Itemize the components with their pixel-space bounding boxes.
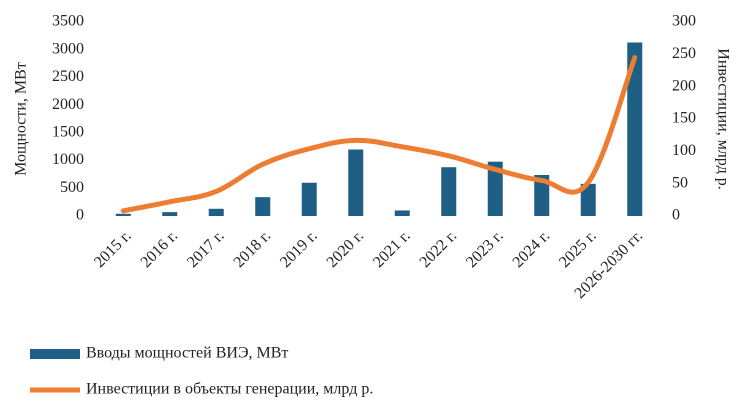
bar — [348, 149, 364, 216]
bar — [534, 174, 550, 216]
bar — [487, 161, 503, 216]
y2-tick-label: 250 — [672, 45, 696, 62]
bar — [627, 42, 643, 216]
y-tick-label: 2000 — [52, 96, 84, 113]
x-tick-label: 2022 г. — [416, 227, 460, 271]
y-tick-label: 1000 — [52, 151, 84, 168]
y2-tick-label: 300 — [672, 13, 696, 30]
bar — [441, 167, 457, 216]
bar — [394, 210, 410, 216]
y-tick-label: 500 — [60, 179, 84, 196]
y2-tick-label: 0 — [672, 207, 680, 224]
bar — [162, 212, 178, 216]
legend-label: Инвестиции в объекты генерации, млрд р. — [86, 381, 373, 398]
y-tick-label: 3000 — [52, 40, 84, 57]
y2-tick-label: 100 — [672, 142, 696, 159]
x-tick-label: 2021 г. — [370, 227, 414, 271]
y-axis-title: Мощности, МВт — [13, 62, 30, 176]
x-tick-label: 2024 г. — [509, 227, 553, 271]
bar — [255, 197, 271, 216]
y-tick-label: 2500 — [52, 68, 84, 85]
x-tick-label: 2023 г. — [463, 227, 507, 271]
x-tick-label: 2015 г. — [91, 227, 135, 271]
bar — [301, 182, 317, 216]
legend-label: Вводы мощностей ВИЭ, МВт — [86, 345, 288, 362]
y2-tick-label: 150 — [672, 110, 696, 127]
y2-tick-label: 50 — [672, 174, 688, 191]
x-tick-label: 2017 г. — [184, 227, 228, 271]
y2-tick-label: 200 — [672, 77, 696, 94]
bar — [580, 183, 596, 216]
x-tick-label: 2025 г. — [556, 227, 600, 271]
x-tick-label: 2019 г. — [277, 227, 321, 271]
x-tick-label: 2018 г. — [230, 227, 274, 271]
bar — [115, 213, 131, 216]
x-tick-label: 2020 г. — [323, 227, 367, 271]
y-tick-label: 3500 — [52, 13, 84, 30]
x-tick-label: 2016 г. — [137, 227, 181, 271]
y2-axis-title: Инвестиции, млрд р. — [714, 48, 731, 189]
y-tick-label: 0 — [76, 207, 84, 224]
y-tick-label: 1500 — [52, 124, 84, 141]
bar — [208, 208, 224, 216]
legend-swatch — [30, 349, 80, 359]
line — [120, 55, 638, 214]
